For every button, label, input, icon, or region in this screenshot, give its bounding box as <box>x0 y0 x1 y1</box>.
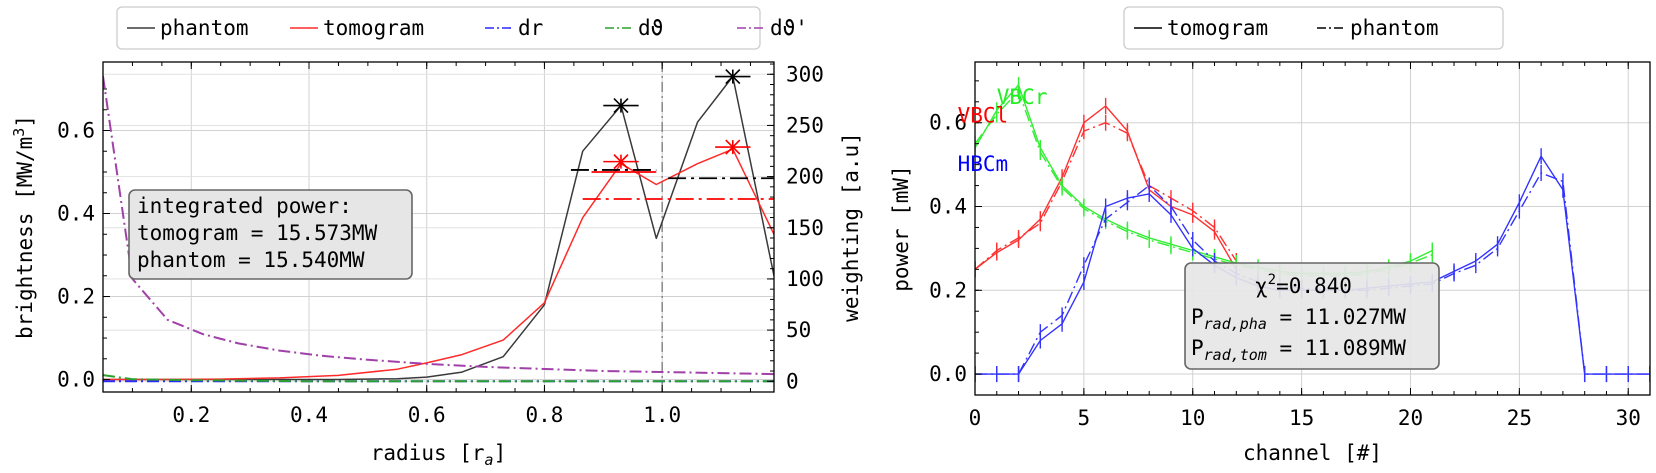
right-legend-box <box>1123 6 1504 50</box>
camera-label-VBCl: VBCl <box>958 104 1009 128</box>
right-xtick-label: 5 <box>1078 406 1091 430</box>
left-y2tick-label: 200 <box>786 165 824 189</box>
right-legend-label: tomogram <box>1167 16 1268 40</box>
channel-power-chart: 0 5 10 15 20 25 30 0.0 0.2 0.4 0.6 channel [#] power… <box>889 6 1651 465</box>
left-y2tick-label: 250 <box>786 113 824 137</box>
integrated-power-box <box>128 189 413 280</box>
left-legend-label: phantom <box>160 16 249 40</box>
right-xtick-label: 30 <box>1616 406 1641 430</box>
series-phantom-line <box>103 75 774 381</box>
left-xtick-label: 0.4 <box>290 403 328 427</box>
integrated-power-line: integrated power: <box>137 194 352 218</box>
left-y2tick-label: 50 <box>786 318 811 342</box>
left-y2tick-label: 300 <box>786 62 824 86</box>
left-xtick-label: 0.2 <box>172 403 210 427</box>
right-legend-label: phantom <box>1350 16 1439 40</box>
camera-label-HBCm: HBCm <box>958 152 1009 176</box>
integrated-power-line: tomogram = 15.573MW <box>137 221 378 245</box>
right-xtick-label: 25 <box>1507 406 1532 430</box>
chi-squared-box <box>1184 262 1440 370</box>
left-ytick-label: 0.2 <box>57 285 95 309</box>
series-tomogram-line <box>103 148 774 381</box>
right-xtick-label: 10 <box>1180 406 1205 430</box>
left-legend-label: dr <box>518 16 543 40</box>
right-xtick-label: 0 <box>969 406 982 430</box>
left-xtick-label: 0.6 <box>408 403 446 427</box>
series-HBCm-phantom-line <box>975 172 1650 375</box>
right-ytick-label: 0.4 <box>929 195 967 219</box>
brightness-profile-chart: 0.2 0.4 0.6 0.8 1.0 0.0 0.2 0.4 0.6 0 50 100 150 200 2… <box>10 6 863 469</box>
chi-squared-text: χ2=0.840 <box>1255 272 1352 298</box>
power-value-text: Prad,pha = 11.027MW <box>1191 305 1406 333</box>
left-y2tick-label: 0 <box>786 369 799 393</box>
left-legend-label: tomogram <box>323 16 424 40</box>
left-plot-content <box>103 62 774 392</box>
right-x-axis-label: channel [#] <box>1243 441 1382 465</box>
right-ytick-label: 0.2 <box>929 278 967 302</box>
power-value-text: Prad,tom = 11.089MW <box>1191 336 1406 364</box>
left-xtick-label: 0.8 <box>525 403 563 427</box>
right-frame <box>974 61 1651 396</box>
right-y-axis-label: power [mW] <box>889 165 913 291</box>
left-ytick-label: 0.0 <box>57 368 95 392</box>
left-y-axis-label: brightness [MW/m3] <box>10 115 37 339</box>
left-ytick-label: 0.6 <box>57 118 95 142</box>
left-y2tick-label: 100 <box>786 267 824 291</box>
left-y2-axis-label: weighting [a.u] <box>839 132 863 322</box>
left-frame <box>102 61 775 393</box>
left-ytick-label: 0.4 <box>57 202 95 226</box>
camera-label-VBCr: VBCr <box>997 85 1048 109</box>
series-dϑ'-line <box>103 76 774 376</box>
right-xtick-label: 20 <box>1398 406 1423 430</box>
left-y2tick-label: 150 <box>786 216 824 240</box>
right-xtick-label: 15 <box>1289 406 1314 430</box>
left-x-axis-label: radius [ra] <box>371 441 506 469</box>
right-ytick-label: 0.0 <box>929 362 967 386</box>
integrated-power-line: phantom = 15.540MW <box>137 248 365 272</box>
series-dϑ-line <box>103 374 774 383</box>
right-ytick-label: 0.6 <box>929 111 967 135</box>
left-legend-label: dϑ <box>638 16 663 40</box>
left-legend-label: dϑ' <box>770 16 808 40</box>
left-xtick-label: 1.0 <box>643 403 681 427</box>
